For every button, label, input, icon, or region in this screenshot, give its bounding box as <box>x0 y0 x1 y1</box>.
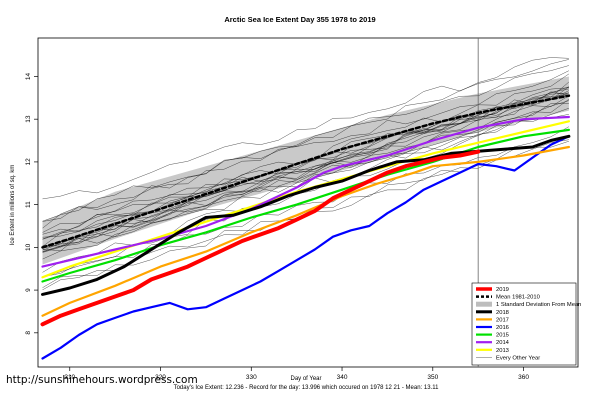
legend-label: 2015 <box>496 333 509 339</box>
x-tick-label: 320 <box>155 374 166 381</box>
series-line-2016 <box>41 135 570 360</box>
y-tick-label: 10 <box>25 243 32 251</box>
x-tick-label: 330 <box>246 374 257 381</box>
series-line-2018 <box>41 134 571 296</box>
every-other-year-line <box>42 57 569 200</box>
series-line-mean-1981-2010 <box>41 94 571 249</box>
x-axis-label: Day of Year <box>290 376 321 382</box>
legend-label: 2013 <box>496 348 509 354</box>
chart-title: Arctic Sea Ice Extent Day 355 1978 to 20… <box>224 15 375 24</box>
y-tick-label: 14 <box>25 72 32 80</box>
y-tick-label: 8 <box>25 331 32 335</box>
legend-label: 2019 <box>496 287 509 293</box>
every-other-year-line <box>42 59 569 229</box>
x-tick-label: 360 <box>518 374 529 381</box>
x-tick-label: 310 <box>64 374 75 381</box>
every-other-year-line <box>42 86 569 249</box>
every-other-year-line <box>42 70 569 222</box>
every-other-year-line <box>42 65 569 222</box>
legend-box <box>471 282 577 366</box>
legend-label: 2016 <box>496 325 509 331</box>
y-tick-label: 9 <box>25 288 32 292</box>
every-other-year-line <box>42 114 569 253</box>
legend-label: 2018 <box>496 310 509 316</box>
footer-note: Today's Ice Extent: 12.236 - Record for … <box>174 385 440 391</box>
credit-url: http://sunshinehours.wordpress.com <box>6 374 198 386</box>
x-tick-label: 350 <box>427 374 438 381</box>
legend-label: Every Other Year <box>496 355 540 361</box>
every-other-year-line <box>42 126 570 278</box>
legend-label: 2014 <box>496 340 510 346</box>
legend-label: 1 Standard Deviation From Mean <box>496 302 581 308</box>
every-other-year-line <box>42 99 570 247</box>
x-tick-label: 340 <box>337 374 348 381</box>
series-line-2019 <box>40 149 481 327</box>
y-tick-label: 12 <box>25 158 32 166</box>
every-other-year-line <box>42 87 569 240</box>
legend-label: 2017 <box>496 317 509 323</box>
y-tick-label: 13 <box>25 115 32 123</box>
every-other-year-line <box>42 90 570 235</box>
series-line-2015 <box>41 128 570 283</box>
y-axis-label: Ice Extent in millions of sq. km <box>10 165 16 246</box>
every-other-year-line <box>42 73 570 238</box>
legend-label: Mean 1981-2010 <box>496 295 540 301</box>
series-line-2014 <box>41 115 570 268</box>
y-tick-label: 11 <box>25 201 32 208</box>
